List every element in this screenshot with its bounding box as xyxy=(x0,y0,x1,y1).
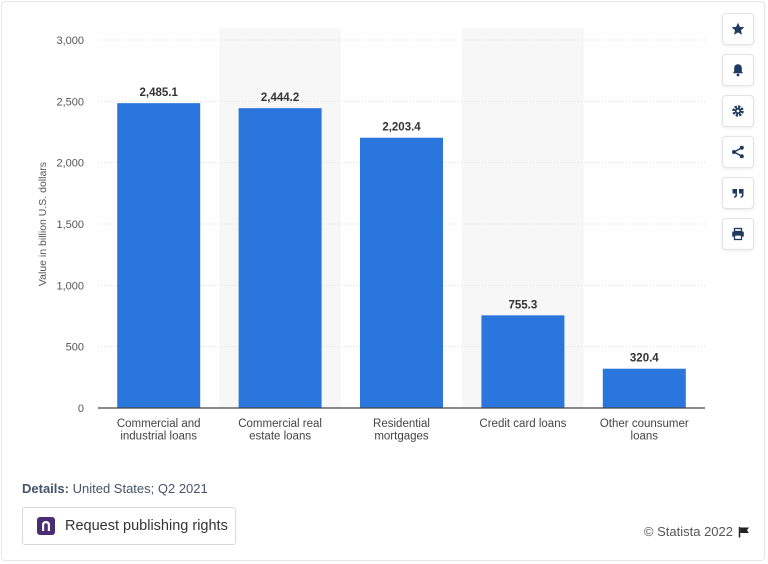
details-label: Details: xyxy=(22,481,69,496)
y-tick-label: 3,000 xyxy=(56,35,84,47)
cite-button[interactable] xyxy=(722,177,754,209)
y-tick-label: 500 xyxy=(66,342,84,354)
bar-chart: 0 500 1,000 1,500 2,000 2,500 3,000 Value in bi… xyxy=(37,35,705,443)
x-tick-label: Credit card loans xyxy=(479,418,566,430)
bell-icon xyxy=(733,64,743,77)
quote-icon xyxy=(732,189,744,198)
flag-icon[interactable] xyxy=(738,526,750,538)
favorite-button[interactable] xyxy=(722,13,754,45)
x-tick-label: Residential xyxy=(373,418,430,430)
bar xyxy=(117,103,201,408)
x-tick-label: Commercial real xyxy=(238,418,322,430)
details-text: United States; Q2 2021 xyxy=(72,481,208,496)
copyright: © Statista 2022 xyxy=(644,524,750,539)
x-tick-label: Other counsumer xyxy=(600,418,689,430)
y-tick-label: 1,500 xyxy=(56,219,84,231)
publishing-rights-label: Request publishing rights xyxy=(65,518,228,534)
y-tick-label: 1,000 xyxy=(56,280,84,292)
gear-icon xyxy=(732,105,744,117)
share-icon xyxy=(732,145,744,159)
request-publishing-rights-button[interactable]: Request publishing rights xyxy=(22,507,236,545)
copyright-text: © Statista 2022 xyxy=(643,524,733,539)
bar xyxy=(481,315,565,408)
y-axis-label: Value in billion U.S. dollars xyxy=(37,162,49,286)
x-tick-label: industrial loans xyxy=(120,431,197,443)
bar-value-label: 2,485.1 xyxy=(140,87,179,99)
y-tick-label: 2,000 xyxy=(56,158,84,170)
bar-value-label: 755.3 xyxy=(509,299,538,311)
bar-value-label: 2,203.4 xyxy=(382,122,421,134)
y-tick-label: 2,500 xyxy=(56,96,84,108)
star-icon xyxy=(731,22,745,35)
x-tick-label: estate loans xyxy=(249,431,311,443)
print-icon xyxy=(732,227,744,241)
bar-value-label: 2,444.2 xyxy=(261,92,299,104)
settings-button[interactable] xyxy=(722,95,754,127)
x-tick-label: loans xyxy=(631,431,659,443)
notification-button[interactable] xyxy=(722,54,754,86)
x-tick-label: mortgages xyxy=(374,431,429,443)
bar-value-label: 320.4 xyxy=(630,353,659,365)
bar xyxy=(238,108,322,408)
share-button[interactable] xyxy=(722,136,754,168)
x-tick-label: Commercial and xyxy=(117,418,201,430)
y-tick-label: 0 xyxy=(78,403,84,415)
bar xyxy=(602,368,686,408)
print-button[interactable] xyxy=(722,218,754,250)
chart-details: Details: United States; Q2 2021 xyxy=(22,481,208,496)
chart-toolbar xyxy=(722,13,756,259)
publishing-rights-icon xyxy=(37,517,55,535)
bar xyxy=(360,137,443,409)
